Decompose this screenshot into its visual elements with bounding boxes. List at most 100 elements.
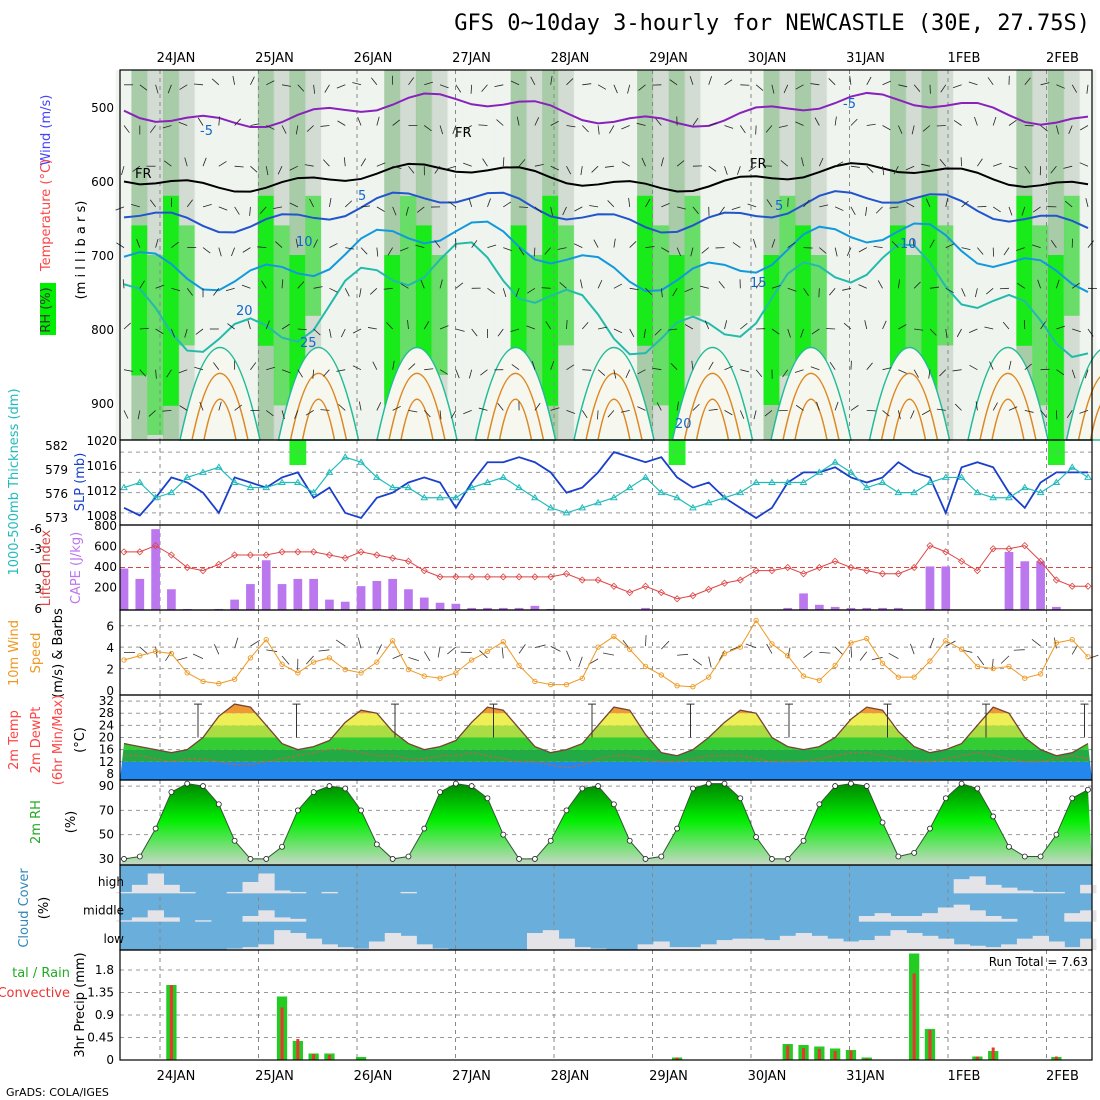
wind-barb <box>416 206 425 213</box>
wind-barb <box>1024 165 1031 174</box>
rh-marker <box>1037 853 1044 860</box>
wind-barb <box>661 203 670 208</box>
thermal-isotherm <box>203 398 237 441</box>
cape-bar <box>941 566 951 610</box>
wind-barb <box>534 402 541 411</box>
cape-bar <box>483 607 492 610</box>
wind-barb <box>194 83 204 86</box>
wind10-barb <box>888 652 899 659</box>
cape-bar <box>498 607 508 610</box>
wind10-marker <box>785 653 791 659</box>
lifted-index-marker <box>294 548 302 556</box>
wind-barb <box>620 410 630 413</box>
thickness-marker <box>815 468 824 475</box>
rh-shade-column <box>352 70 370 440</box>
rh-marker <box>484 795 491 802</box>
cloud-cell <box>258 873 275 894</box>
cloud-cell <box>274 890 291 894</box>
wind-barb <box>589 205 599 208</box>
pressure-tick: 700 <box>91 249 114 263</box>
wind10-barb <box>645 635 647 647</box>
thickness-marker <box>847 468 855 475</box>
thickness-marker <box>831 458 840 465</box>
wind-barb <box>297 328 307 331</box>
wind-barb <box>818 157 824 167</box>
wind-barb <box>921 163 931 167</box>
wind-barb <box>987 77 994 86</box>
wind-barb <box>408 165 415 174</box>
dewpoint-line <box>124 749 1089 769</box>
wind10-marker <box>958 646 965 652</box>
wind-barb <box>597 84 607 90</box>
wind-barb <box>242 247 251 253</box>
thickness-marker <box>420 493 429 501</box>
wind-barb <box>834 206 844 211</box>
thickness-marker <box>1068 463 1077 470</box>
wind-barb <box>906 202 915 208</box>
wind-barb <box>850 118 858 126</box>
wind-barb <box>1080 125 1089 131</box>
precip-convective-bar <box>786 1045 790 1060</box>
lifted-index-marker <box>341 554 349 562</box>
wind10-barb <box>501 647 504 659</box>
wind-barb <box>719 206 725 215</box>
wind-barb <box>424 81 433 86</box>
wind-barb <box>866 165 874 173</box>
wind-barb <box>343 157 346 167</box>
cloud-cell <box>368 941 386 950</box>
lifted-index-marker <box>768 567 776 575</box>
wind-barb <box>945 198 949 207</box>
cloud-cell <box>779 935 797 950</box>
cape-bar <box>277 584 287 610</box>
cloud-cell <box>716 940 733 950</box>
wind-barb <box>1086 84 1089 94</box>
isotherm-line <box>123 162 1089 193</box>
cloud-cell <box>289 933 307 950</box>
rh-marker <box>848 780 854 787</box>
wind-barb <box>266 366 275 371</box>
pressure-axis-label: (m i l l i b a r s) <box>74 201 89 300</box>
precip-convective-bar <box>280 1007 284 1060</box>
wind-barb <box>439 369 448 375</box>
cloud-cell <box>843 941 860 950</box>
date-label-bottom: 30JAN <box>748 1069 787 1084</box>
wind-barb <box>266 125 275 130</box>
isotherm-label: FR <box>455 126 472 141</box>
wind-barb <box>295 238 299 248</box>
wind-barb <box>289 165 299 171</box>
wind-barb <box>1056 125 1059 135</box>
wind-barb <box>1021 206 1026 216</box>
rh-marker <box>1006 843 1012 850</box>
wind-barb <box>898 84 908 88</box>
cloud-cell <box>653 941 670 950</box>
temp2m-tick: 32 <box>99 694 114 708</box>
wind-barb <box>550 361 555 370</box>
lifted-index-marker <box>626 588 634 597</box>
lifted-index-tick: -6 <box>30 522 42 536</box>
wind-barb <box>557 247 567 250</box>
cloud-cell <box>748 938 765 950</box>
wind-barb <box>609 125 615 134</box>
wind-barb <box>1063 165 1073 169</box>
wind-barb <box>655 118 662 126</box>
wind-barb <box>534 117 540 126</box>
precip-tick: 0.9 <box>95 1008 114 1022</box>
wind-barb <box>1008 406 1018 411</box>
wind-barb <box>866 362 873 370</box>
lifted-index-marker <box>989 545 997 553</box>
wind10-barb <box>192 653 204 660</box>
date-label-bottom: 1FEB <box>948 1069 981 1084</box>
wind-barb <box>641 157 646 167</box>
temp2m-tick: 16 <box>99 743 114 757</box>
wind-barb <box>905 165 915 171</box>
thickness-marker <box>199 468 207 475</box>
wind-barb <box>468 369 473 379</box>
rh2m-axis-label-2: (%) <box>64 811 79 834</box>
wind-barb <box>676 401 679 411</box>
wind-barb <box>607 200 615 208</box>
rh-shade-cell <box>131 225 149 376</box>
wind10-marker <box>152 648 159 655</box>
thickness-marker <box>752 478 761 485</box>
date-label-top: 1FEB <box>948 51 981 66</box>
wind-barb <box>913 369 919 378</box>
